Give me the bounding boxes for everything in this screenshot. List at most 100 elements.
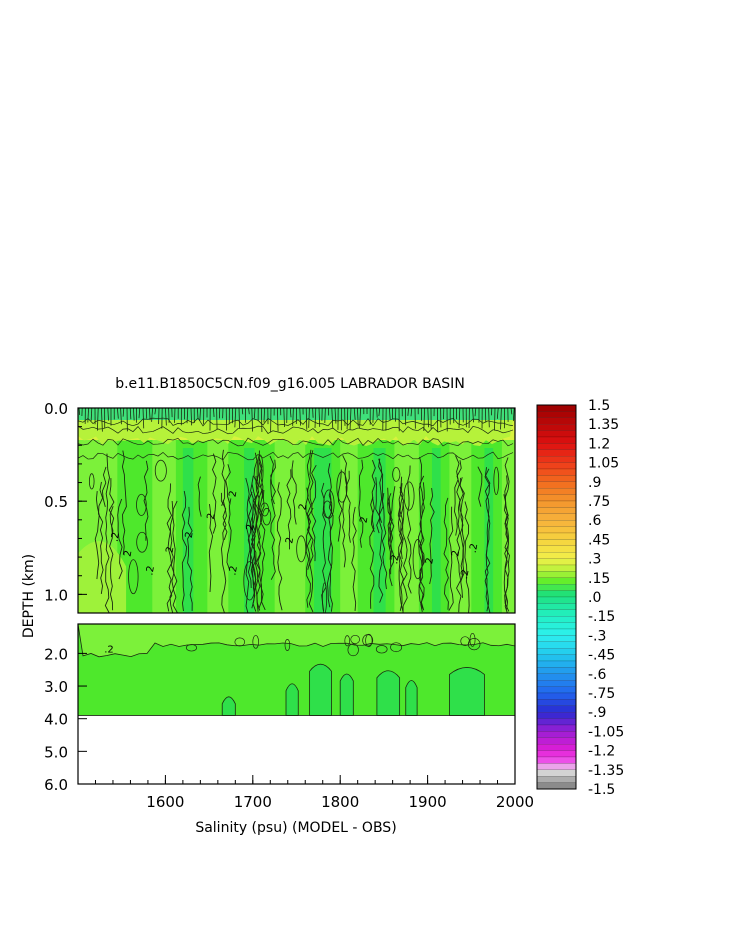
vertical-contour-line	[253, 475, 260, 612]
surface-contour-spike	[389, 408, 391, 421]
lower-contour-value-label: .2	[104, 645, 114, 656]
surface-contour-spike	[101, 408, 103, 432]
surface-contour-spike	[410, 408, 413, 417]
colorbar-band	[536, 712, 577, 719]
vertical-contour-line	[387, 487, 393, 560]
lower-panel: .2 2.0 3.0 4.0 5.0 6.0 1600 1700 1800 1900 2000	[44, 623, 534, 811]
y-tick-label: 1.0	[44, 586, 68, 604]
vertical-contour-line	[104, 453, 110, 613]
colorbar-band	[536, 404, 577, 412]
vertical-contour-line	[305, 487, 311, 608]
contour-value-label: 2	[123, 549, 135, 557]
colorbar-band	[536, 660, 577, 668]
colorbar-band	[536, 443, 577, 450]
colorbar-band	[536, 481, 577, 489]
vertical-contour-line	[258, 458, 264, 499]
lower-contour-loop	[390, 642, 403, 653]
colorbar-label: -.15	[588, 609, 615, 625]
vertical-contour-line	[255, 450, 261, 611]
contour-value-label: .2	[468, 543, 480, 554]
surface-contour-line	[78, 437, 514, 447]
vertical-contour-line	[358, 459, 364, 548]
colorbar-band	[536, 609, 577, 617]
contour-loop	[403, 481, 415, 511]
surface-contour-spike	[142, 408, 145, 429]
colorbar-label: .75	[588, 494, 610, 510]
vertical-contour-line	[464, 501, 470, 613]
lower-panel-frame	[77, 623, 516, 785]
contour-value-label: 2	[206, 512, 218, 520]
lower-dark-blob	[376, 670, 401, 716]
surface-contour-spike	[133, 408, 135, 421]
lower-dark-blob	[449, 667, 485, 716]
colorbar-label: 1.35	[588, 417, 619, 433]
vertical-contour-line	[208, 503, 214, 593]
surface-contour-spike	[512, 408, 515, 422]
contour-loop	[154, 459, 167, 482]
lower-dark-blob	[309, 663, 332, 716]
colorbar: 1.5 1.35 1.2 1.05 .9 .75 .6 .45 .3 .15 .0 -.15 -.3 -.…	[536, 398, 624, 798]
contour-loop	[260, 502, 270, 517]
contour-value-label: 2	[227, 490, 239, 498]
colorbar-band	[536, 558, 577, 566]
colorbar-band	[536, 539, 577, 547]
colorbar-label: .9	[588, 475, 601, 491]
colorbar-band	[536, 500, 577, 508]
contour-value-label: 2	[165, 546, 177, 554]
surface-contour-spike	[500, 408, 502, 430]
colorbar-band	[536, 532, 577, 540]
lower-contour-loop	[252, 635, 259, 649]
vertical-contour-line	[370, 459, 376, 533]
vertical-contour-line	[419, 482, 425, 611]
colorbar-band	[536, 667, 577, 675]
surface-contour-spike	[299, 408, 301, 426]
surface-contour-line	[78, 425, 514, 435]
colorbar-band	[536, 526, 577, 534]
surface-contour-line	[78, 417, 514, 427]
surface-contour-spike	[472, 408, 474, 423]
surface-contour-spike	[149, 408, 151, 421]
vertical-contour-line	[291, 460, 297, 525]
surface-contour-spike	[145, 408, 148, 419]
vertical-contour-line	[429, 488, 435, 585]
colorbar-band	[536, 648, 577, 655]
x-tick-label: 2000	[496, 793, 534, 811]
surface-contour-spike	[241, 408, 244, 415]
colorbar-band	[536, 577, 577, 585]
vertical-contour-line	[225, 464, 231, 505]
colorbar-label: -.3	[588, 628, 606, 644]
y-tick-label: 0.0	[44, 400, 68, 418]
lower-contour-field: .2	[78, 624, 515, 716]
contour-loop	[136, 531, 148, 553]
contour-loop	[88, 473, 95, 490]
contour-value-label: .2	[144, 565, 156, 576]
vertical-contour-line	[459, 477, 465, 582]
colorbar-band	[536, 628, 577, 636]
contour-loop	[128, 559, 139, 595]
colorbar-band	[536, 603, 577, 611]
lower-dark-blob	[221, 696, 236, 716]
colorbar-band	[536, 680, 577, 687]
vertical-contour-line	[375, 477, 381, 534]
lower-dark-blob	[285, 683, 299, 716]
colorbar-band	[536, 673, 577, 681]
vertical-contour-line	[117, 498, 123, 580]
colorbar-label: -.6	[588, 667, 607, 683]
surface-contour-spike	[197, 408, 199, 418]
vertical-contour-line	[378, 458, 384, 603]
colorbar-band	[536, 468, 577, 476]
vertical-contour-line	[109, 506, 114, 611]
surface-contour-spike	[494, 408, 496, 431]
vertical-contour-line	[477, 466, 483, 507]
vertical-contour-line	[399, 486, 404, 560]
colorbar-band	[536, 776, 577, 783]
lower-y-axis: 2.0 3.0 4.0 5.0 6.0	[44, 645, 87, 794]
colorbar-label: 1.05	[588, 456, 619, 472]
contour-loop	[243, 561, 256, 601]
contour-value-label: 2	[284, 536, 296, 544]
colorbar-band	[536, 699, 577, 707]
colorbar-band	[536, 654, 577, 662]
surface-contour-spike	[253, 408, 256, 419]
